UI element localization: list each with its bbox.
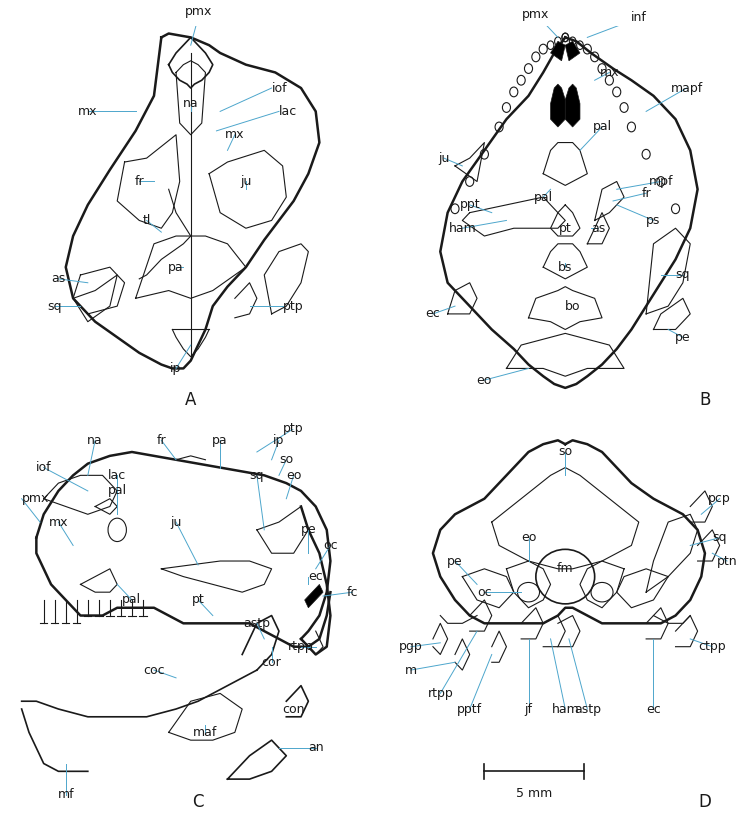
Text: an: an <box>308 742 324 754</box>
Text: lac: lac <box>108 469 126 482</box>
Text: sq: sq <box>712 531 727 545</box>
Text: ju: ju <box>240 175 252 188</box>
Text: pt: pt <box>559 222 572 235</box>
Text: eo: eo <box>477 374 492 387</box>
Text: pal: pal <box>122 593 141 606</box>
Text: pal: pal <box>593 120 612 134</box>
Text: pe: pe <box>301 523 316 536</box>
Text: mx: mx <box>78 105 98 118</box>
Text: sq: sq <box>249 469 264 482</box>
Text: jf: jf <box>525 703 532 715</box>
Text: m: m <box>404 663 417 676</box>
Text: iof: iof <box>36 461 51 474</box>
Text: ham: ham <box>448 222 476 235</box>
Text: tl: tl <box>142 214 150 227</box>
Text: bo: bo <box>565 299 581 313</box>
Text: pt: pt <box>192 593 204 606</box>
Text: oc: oc <box>323 539 338 552</box>
Text: ju: ju <box>170 516 181 529</box>
Text: pe: pe <box>675 331 691 344</box>
Text: eo: eo <box>521 531 536 545</box>
Text: fc: fc <box>347 586 358 599</box>
Text: pa: pa <box>212 434 228 447</box>
Text: so: so <box>279 453 293 466</box>
Text: pal: pal <box>534 191 553 204</box>
Text: ptp: ptp <box>284 422 304 435</box>
Text: sq: sq <box>48 299 62 313</box>
Text: rtpp: rtpp <box>427 687 453 700</box>
Text: ptn: ptn <box>717 554 737 568</box>
Text: inf: inf <box>631 12 646 25</box>
Text: mapf: mapf <box>671 82 702 95</box>
Text: ctpp: ctpp <box>699 640 726 653</box>
Text: bs: bs <box>558 261 572 274</box>
Text: C: C <box>192 794 204 812</box>
Polygon shape <box>305 584 323 608</box>
Text: ec: ec <box>308 570 323 583</box>
Text: pmx: pmx <box>522 7 550 21</box>
Text: astp: astp <box>243 617 271 629</box>
Text: eo: eo <box>286 469 302 482</box>
Polygon shape <box>565 41 580 61</box>
Text: as: as <box>51 272 66 285</box>
Text: ps: ps <box>646 214 661 227</box>
Text: ptp: ptp <box>283 299 303 313</box>
Text: D: D <box>699 794 711 812</box>
Text: pa: pa <box>169 261 184 274</box>
Text: pmx: pmx <box>184 5 212 18</box>
Text: sq: sq <box>676 268 690 281</box>
Polygon shape <box>565 84 580 127</box>
Text: fr: fr <box>641 186 651 200</box>
Text: B: B <box>699 390 711 408</box>
Text: mf: mf <box>57 788 74 801</box>
Text: ju: ju <box>438 152 450 165</box>
Text: fr: fr <box>135 175 144 188</box>
Text: pe: pe <box>448 554 463 568</box>
Text: mx: mx <box>600 66 619 79</box>
Text: cor: cor <box>262 656 281 669</box>
Text: rtpp: rtpp <box>288 640 314 653</box>
Text: ec: ec <box>646 703 661 715</box>
Text: coc: coc <box>143 663 165 676</box>
Text: so: so <box>558 446 572 459</box>
Text: oc: oc <box>477 586 491 599</box>
Text: con: con <box>283 703 305 715</box>
Text: mx: mx <box>225 128 245 141</box>
Text: iof: iof <box>271 82 287 95</box>
Text: maf: maf <box>194 726 218 739</box>
Text: A: A <box>185 390 197 408</box>
Polygon shape <box>550 41 565 61</box>
Polygon shape <box>550 84 565 127</box>
Text: mpf: mpf <box>649 175 673 188</box>
Text: ip: ip <box>273 434 285 447</box>
Text: pptf: pptf <box>457 703 482 715</box>
Text: ppt: ppt <box>460 198 480 211</box>
Text: ec: ec <box>426 308 440 320</box>
Text: 5 mm: 5 mm <box>516 787 552 800</box>
Text: fr: fr <box>156 434 166 447</box>
Text: fm: fm <box>557 563 574 575</box>
Text: ham: ham <box>551 703 579 715</box>
Text: astp: astp <box>574 703 601 715</box>
Text: mx: mx <box>48 516 68 529</box>
Text: na: na <box>183 97 199 110</box>
Text: pcp: pcp <box>708 493 731 505</box>
Text: pmx: pmx <box>22 493 49 505</box>
Text: na: na <box>88 434 103 447</box>
Text: pal: pal <box>107 484 127 497</box>
Text: as: as <box>591 222 606 235</box>
Text: lac: lac <box>279 105 297 118</box>
Text: ip: ip <box>170 362 181 375</box>
Text: pgp: pgp <box>399 640 423 653</box>
